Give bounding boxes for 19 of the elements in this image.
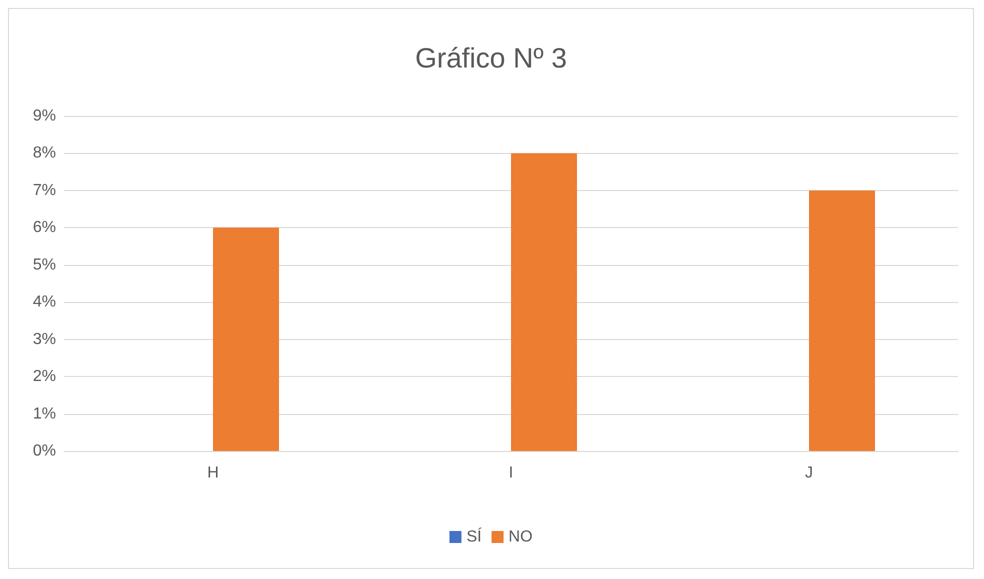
chart-title: Gráfico Nº 3 bbox=[415, 42, 567, 74]
bar bbox=[213, 228, 279, 451]
y-tick-label: 8% bbox=[32, 144, 56, 162]
x-tick-label: H bbox=[207, 464, 219, 482]
y-tick-label: 6% bbox=[32, 219, 56, 236]
y-tick-label: 2% bbox=[32, 368, 56, 386]
y-tick-label: 7% bbox=[32, 182, 56, 199]
bar bbox=[511, 153, 577, 451]
x-tick-label: I bbox=[508, 464, 514, 482]
legend-label: SÍ bbox=[466, 528, 482, 546]
y-tick-label: 9% bbox=[32, 108, 56, 124]
bar bbox=[809, 190, 875, 451]
y-tick-label: 3% bbox=[32, 330, 56, 348]
y-tick-label: 5% bbox=[32, 256, 56, 274]
legend-label: NO bbox=[508, 528, 533, 546]
y-tick-label: 0% bbox=[32, 442, 56, 460]
y-tick-label: 1% bbox=[32, 405, 56, 422]
x-tick-label: J bbox=[805, 464, 813, 482]
y-tick-label: 4% bbox=[32, 294, 56, 311]
